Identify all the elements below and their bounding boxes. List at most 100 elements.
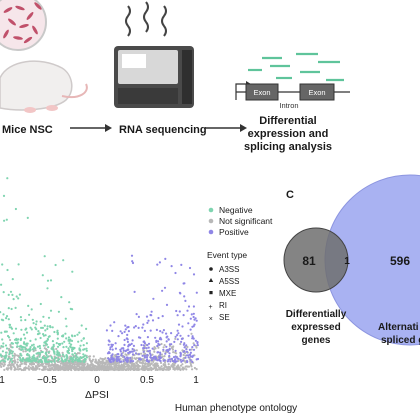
data-point xyxy=(172,345,175,348)
data-point xyxy=(163,355,166,358)
data-point xyxy=(147,350,150,353)
data-point xyxy=(7,364,10,367)
data-point xyxy=(109,360,112,363)
data-point xyxy=(74,361,77,364)
data-point xyxy=(71,360,74,363)
data-point xyxy=(175,360,178,363)
data-point xyxy=(43,347,46,350)
data-point xyxy=(191,360,194,363)
data-point xyxy=(165,365,168,369)
data-point xyxy=(106,365,109,368)
data-point xyxy=(161,315,164,318)
data-point xyxy=(165,345,168,348)
data-point xyxy=(179,342,182,346)
data-point xyxy=(10,352,13,355)
data-point xyxy=(143,347,146,350)
data-point xyxy=(191,325,194,328)
data-point xyxy=(156,263,159,266)
data-point xyxy=(140,352,143,355)
event-type-legend: Event type A3SS A5SS MXE + RI × SE xyxy=(207,250,247,323)
data-point xyxy=(151,353,154,356)
data-point xyxy=(105,359,108,362)
data-point xyxy=(117,364,120,367)
data-point xyxy=(131,260,134,263)
data-point xyxy=(82,337,85,340)
data-point xyxy=(101,364,104,367)
data-point xyxy=(126,360,129,363)
data-point xyxy=(123,355,126,358)
legend-marker-ri: + xyxy=(209,304,213,311)
legend-title: Event type xyxy=(207,250,247,260)
data-point xyxy=(156,359,159,362)
data-point xyxy=(144,368,147,371)
data-point xyxy=(88,355,92,358)
data-point xyxy=(0,283,3,286)
data-point xyxy=(163,361,167,364)
data-point xyxy=(147,364,150,367)
data-point xyxy=(82,362,85,365)
data-point xyxy=(51,357,54,360)
data-point xyxy=(12,332,15,335)
data-point xyxy=(25,363,28,366)
data-point xyxy=(117,353,120,356)
data-point xyxy=(106,368,109,371)
data-point xyxy=(73,352,77,355)
data-point xyxy=(109,348,112,351)
splicing-diagram: Exon Exon Intron xyxy=(235,52,350,110)
legend-marker-not-significant xyxy=(208,218,214,224)
data-point xyxy=(150,362,153,365)
data-point xyxy=(161,289,164,292)
data-point xyxy=(73,368,76,371)
data-point xyxy=(43,255,46,258)
data-point xyxy=(80,339,83,342)
data-point xyxy=(46,363,49,366)
data-point xyxy=(67,339,70,342)
data-point xyxy=(181,363,184,366)
data-point xyxy=(131,261,135,265)
data-point xyxy=(188,266,192,270)
data-point xyxy=(141,359,145,363)
data-point xyxy=(133,363,136,366)
venn-left-label-line: Differentially xyxy=(286,309,347,320)
data-point xyxy=(24,318,27,322)
data-point xyxy=(69,368,73,371)
data-point xyxy=(13,352,16,355)
data-point xyxy=(3,355,6,358)
data-point xyxy=(174,271,177,275)
data-point xyxy=(40,326,43,329)
data-point xyxy=(182,314,185,317)
data-point xyxy=(38,344,41,348)
data-point xyxy=(98,361,101,364)
data-point xyxy=(39,336,42,340)
data-point xyxy=(58,367,62,370)
data-point xyxy=(183,342,186,345)
data-point xyxy=(71,350,74,353)
data-point xyxy=(2,345,5,348)
step3-label: Differential expression and splicing ana… xyxy=(244,115,332,153)
data-point xyxy=(71,270,74,273)
data-point xyxy=(123,338,126,342)
data-point xyxy=(2,194,6,197)
data-point xyxy=(67,359,70,362)
data-point xyxy=(168,347,171,350)
data-point xyxy=(79,360,82,363)
data-point xyxy=(167,363,170,366)
data-point xyxy=(146,321,149,324)
data-point xyxy=(40,362,44,366)
data-point xyxy=(22,342,26,345)
data-point xyxy=(110,358,113,361)
data-point xyxy=(61,351,64,354)
legend-label: Positive xyxy=(219,227,249,237)
data-point xyxy=(170,332,173,335)
data-point xyxy=(42,334,46,337)
data-point xyxy=(188,353,192,356)
data-point xyxy=(78,352,81,355)
data-point xyxy=(15,295,18,298)
data-point xyxy=(178,310,181,313)
data-point xyxy=(10,342,13,345)
data-point xyxy=(85,356,88,359)
x-tick-label: 0.5 xyxy=(140,375,154,386)
data-point xyxy=(70,339,74,342)
data-point xyxy=(65,345,68,348)
